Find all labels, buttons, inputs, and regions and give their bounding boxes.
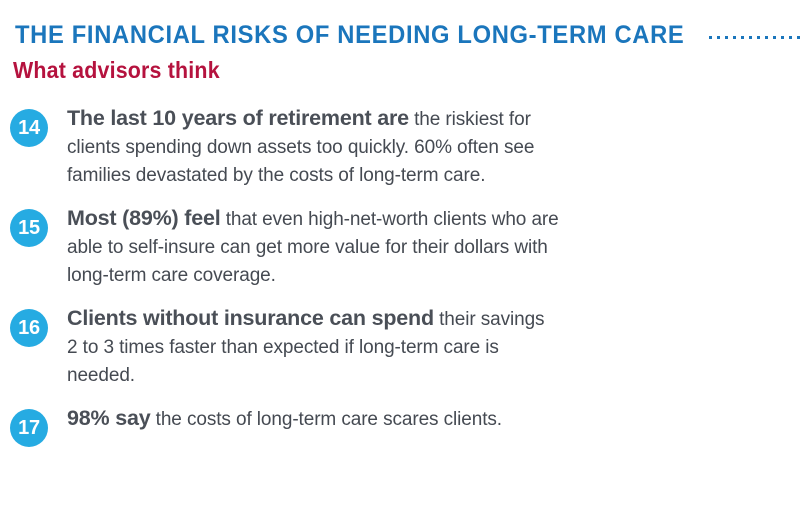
list-item: 16 Clients without insurance can spend t… — [0, 304, 800, 390]
item-text: The last 10 years of retirement are the … — [67, 104, 560, 190]
item-body-text: the costs of long-term care scares clien… — [150, 409, 502, 430]
list-item: 17 98% say the costs of long-term care s… — [0, 404, 800, 447]
item-number-badge: 16 — [10, 309, 48, 347]
item-body-text: the riskiest for clients spending down a… — [67, 109, 535, 186]
list-item: 15 Most (89%) feel that even high-net-wo… — [0, 204, 800, 290]
page-title: THE FINANCIAL RISKS OF NEEDING LONG-TERM… — [15, 21, 685, 49]
item-text: Most (89%) feel that even high-net-worth… — [67, 204, 560, 290]
item-number-badge: 15 — [10, 209, 48, 247]
page-subtitle: What advisors think — [13, 57, 220, 83]
item-body-text: their savings 2 to 3 times faster than e… — [67, 309, 545, 386]
item-text: Clients without insurance can spend thei… — [67, 304, 560, 390]
item-number-badge: 14 — [10, 109, 48, 147]
list-item: 14 The last 10 years of retirement are t… — [0, 104, 800, 190]
dotted-rule-decoration — [709, 36, 800, 39]
item-text: 98% say the costs of long-term care scar… — [67, 404, 560, 434]
item-lead-text: Most (89%) feel — [67, 206, 221, 230]
item-lead-text: Clients without insurance can spend — [67, 306, 434, 330]
fact-list: 14 The last 10 years of retirement are t… — [0, 104, 800, 448]
item-body-text: that even high-net-worth clients who are… — [67, 209, 559, 286]
page-header: THE FINANCIAL RISKS OF NEEDING LONG-TERM… — [0, 0, 800, 96]
item-number-badge: 17 — [10, 409, 48, 447]
item-lead-text: 98% say — [67, 406, 151, 430]
item-lead-text: The last 10 years of retirement are — [67, 106, 409, 130]
